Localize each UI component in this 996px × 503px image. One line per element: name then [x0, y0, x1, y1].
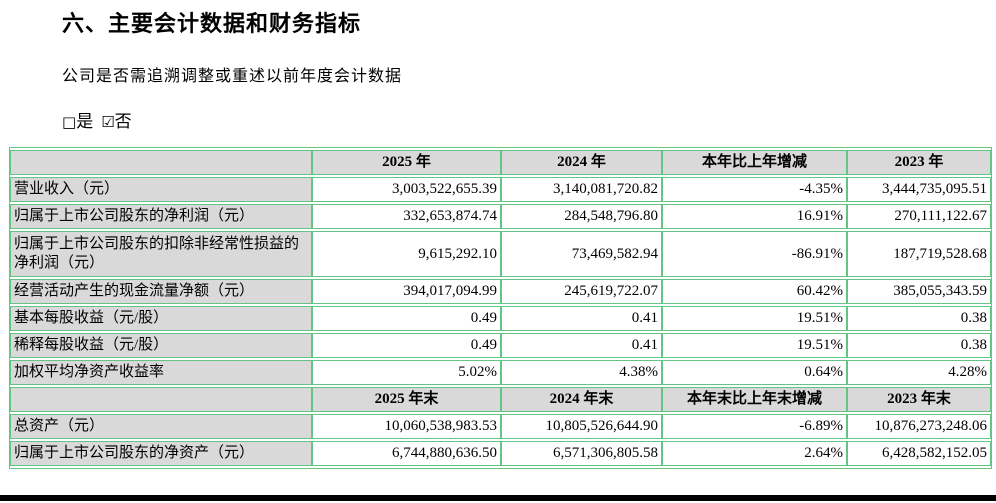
value-cell: 270,111,122.67: [847, 204, 991, 229]
row-label-cell: 经营活动产生的现金流量净额（元）: [10, 279, 312, 304]
column-header-cell: 本年末比上年末增减: [662, 387, 847, 412]
value-cell: 0.49: [312, 333, 501, 358]
value-cell: 2.64%: [662, 441, 847, 466]
section-title: 六、主要会计数据和财务指标: [62, 11, 362, 36]
table-row: 稀释每股收益（元/股） 0.49 0.41 19.51% 0.38: [10, 333, 991, 358]
value-cell: 10,876,273,248.06: [847, 414, 991, 439]
value-cell: 19.51%: [662, 306, 847, 331]
table-row: 基本每股收益（元/股） 0.49 0.41 19.51% 0.38: [10, 306, 991, 331]
row-label-cell: 归属于上市公司股东的扣除非经常性损益的净利润（元）: [10, 231, 312, 277]
value-cell: 4.28%: [847, 360, 991, 385]
row-label-cell: 营业收入（元）: [10, 177, 312, 202]
value-cell: 0.38: [847, 333, 991, 358]
option-no-label: 否: [114, 112, 132, 131]
bottom-divider: [0, 495, 996, 501]
value-cell: 19.51%: [662, 333, 847, 358]
value-cell: -4.35%: [662, 177, 847, 202]
value-cell: 16.91%: [662, 204, 847, 229]
value-cell: 187,719,528.68: [847, 231, 991, 277]
row-label-cell: 稀释每股收益（元/股）: [10, 333, 312, 358]
value-cell: 332,653,874.74: [312, 204, 501, 229]
value-cell: 9,615,292.10: [312, 231, 501, 277]
row-label-cell: 归属于上市公司股东的净利润（元）: [10, 204, 312, 229]
value-cell: 3,140,081,720.82: [501, 177, 662, 202]
value-cell: 0.49: [312, 306, 501, 331]
value-cell: 10,805,526,644.90: [501, 414, 662, 439]
value-cell: 10,060,538,983.53: [312, 414, 501, 439]
table-row: 归属于上市公司股东的净利润（元） 332,653,874.74 284,548,79…: [10, 204, 991, 229]
option-no: ☑否: [101, 112, 131, 131]
table-body: 2025 年 2024 年本年比上年增减 2023 年营业收入（元） 3,003,52…: [10, 150, 991, 466]
table-row: 营业收入（元） 3,003,522,655.39 3,140,081,720.82-…: [10, 177, 991, 202]
value-cell: 284,548,796.80: [501, 204, 662, 229]
column-header-cell: [10, 150, 312, 175]
value-cell: 6,428,582,152.05: [847, 441, 991, 466]
column-header-cell: 2023 年: [847, 150, 991, 175]
value-cell: 385,055,343.59: [847, 279, 991, 304]
value-cell: 245,619,722.07: [501, 279, 662, 304]
value-cell: -86.91%: [662, 231, 847, 277]
column-header-cell: 2024 年末: [501, 387, 662, 412]
table-header-row: 2025 年末 2024 年末 本年末比上年末增减 2023 年末: [10, 387, 991, 412]
table-header-row: 2025 年 2024 年本年比上年增减 2023 年: [10, 150, 991, 175]
row-label-cell: 加权平均净资产收益率: [10, 360, 312, 385]
value-cell: 3,003,522,655.39: [312, 177, 501, 202]
value-cell: 394,017,094.99: [312, 279, 501, 304]
column-header-cell: 2025 年: [312, 150, 501, 175]
value-cell: 0.38: [847, 306, 991, 331]
table-row: 归属于上市公司股东的净资产（元） 6,744,880,636.50 6,571,30…: [10, 441, 991, 466]
column-header-cell: 2025 年末: [312, 387, 501, 412]
value-cell: 0.64%: [662, 360, 847, 385]
checkbox-checked-icon: ☑: [101, 113, 115, 131]
option-yes-label: 是: [76, 112, 94, 131]
value-cell: 73,469,582.94: [501, 231, 662, 277]
value-cell: 0.41: [501, 333, 662, 358]
column-header-cell: 本年比上年增减: [662, 150, 847, 175]
financial-indicators-table: 2025 年 2024 年本年比上年增减 2023 年营业收入（元） 3,003,52…: [9, 147, 992, 469]
value-cell: 5.02%: [312, 360, 501, 385]
checkbox-unchecked-icon: □: [62, 113, 77, 131]
option-yes: □是: [62, 112, 93, 131]
value-cell: 60.42%: [662, 279, 847, 304]
table-row: 归属于上市公司股东的扣除非经常性损益的净利润（元） 9,615,292.10 73,…: [10, 231, 991, 277]
table-row: 加权平均净资产收益率 5.02% 4.38% 0.64% 4.28%: [10, 360, 991, 385]
column-header-cell: 2024 年: [501, 150, 662, 175]
value-cell: 3,444,735,095.51: [847, 177, 991, 202]
row-label-cell: 归属于上市公司股东的净资产（元）: [10, 441, 312, 466]
table-row: 经营活动产生的现金流量净额（元） 394,017,094.99 245,619,72…: [10, 279, 991, 304]
value-cell: 6,744,880,636.50: [312, 441, 501, 466]
value-cell: -6.89%: [662, 414, 847, 439]
row-label-cell: 总资产（元）: [10, 414, 312, 439]
value-cell: 4.38%: [501, 360, 662, 385]
restatement-question: 公司是否需追溯调整或重述以前年度会计数据: [62, 68, 403, 85]
column-header-cell: 2023 年末: [847, 387, 991, 412]
row-label-cell: 基本每股收益（元/股）: [10, 306, 312, 331]
value-cell: 0.41: [501, 306, 662, 331]
value-cell: 6,571,306,805.58: [501, 441, 662, 466]
column-header-cell: [10, 387, 312, 412]
table-row: 总资产（元） 10,060,538,983.53 10,805,526,644.90…: [10, 414, 991, 439]
yes-no-options: □是 ☑否: [62, 107, 132, 132]
